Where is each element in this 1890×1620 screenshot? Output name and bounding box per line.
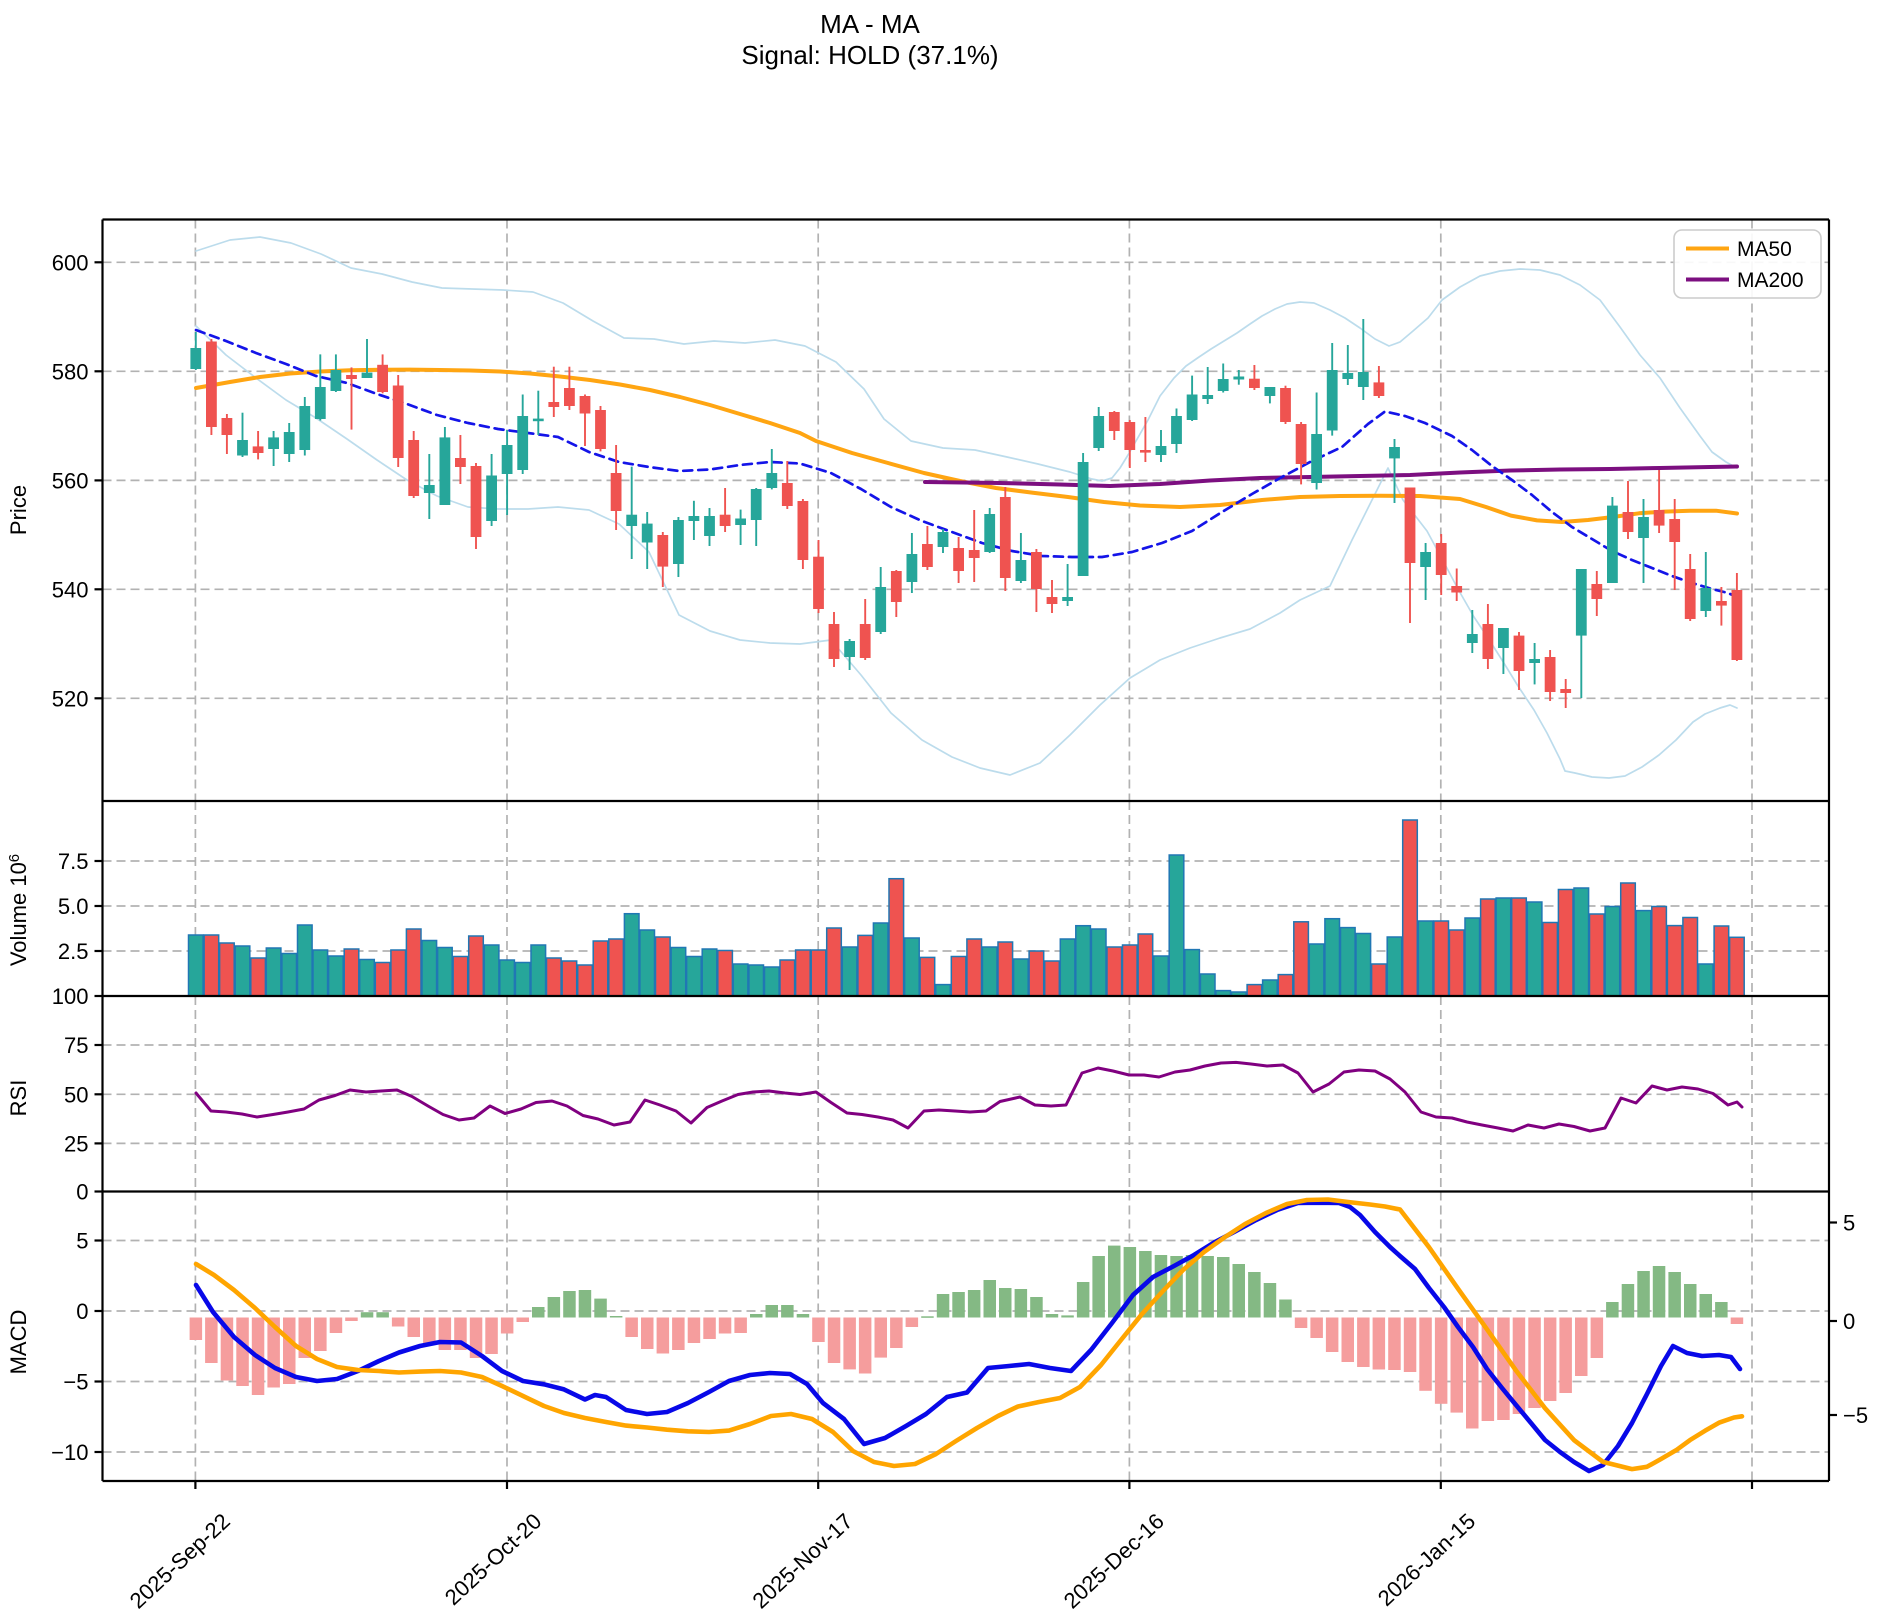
svg-text:560: 560 [52, 468, 89, 493]
svg-text:−10: −10 [51, 1440, 88, 1465]
svg-text:MA - MA: MA - MA [820, 9, 920, 39]
svg-text:50: 50 [64, 1082, 88, 1107]
svg-text:600: 600 [52, 250, 89, 275]
svg-text:580: 580 [52, 359, 89, 384]
svg-text:75: 75 [64, 1033, 88, 1058]
svg-text:MACD: MACD [6, 1310, 31, 1375]
svg-text:−5: −5 [63, 1370, 88, 1395]
svg-text:Signal: HOLD (37.1%): Signal: HOLD (37.1%) [741, 40, 998, 70]
svg-text:520: 520 [52, 686, 89, 711]
svg-text:100: 100 [52, 984, 89, 1009]
svg-text:MA200: MA200 [1737, 269, 1804, 292]
svg-text:Price: Price [6, 485, 31, 535]
svg-text:5.0: 5.0 [58, 894, 89, 919]
svg-text:25: 25 [64, 1131, 88, 1156]
svg-text:0: 0 [76, 1180, 88, 1205]
svg-text:MA50: MA50 [1737, 238, 1792, 261]
svg-text:0: 0 [1843, 1309, 1855, 1334]
svg-text:2.5: 2.5 [58, 939, 89, 964]
svg-text:540: 540 [52, 577, 89, 602]
svg-text:5: 5 [76, 1229, 88, 1254]
svg-text:5: 5 [1843, 1211, 1855, 1236]
svg-text:7.5: 7.5 [58, 849, 89, 874]
svg-text:Volume 106: Volume 106 [6, 854, 31, 966]
svg-text:−5: −5 [1843, 1403, 1868, 1428]
svg-text:0: 0 [76, 1299, 88, 1324]
svg-text:RSI: RSI [6, 1080, 31, 1117]
